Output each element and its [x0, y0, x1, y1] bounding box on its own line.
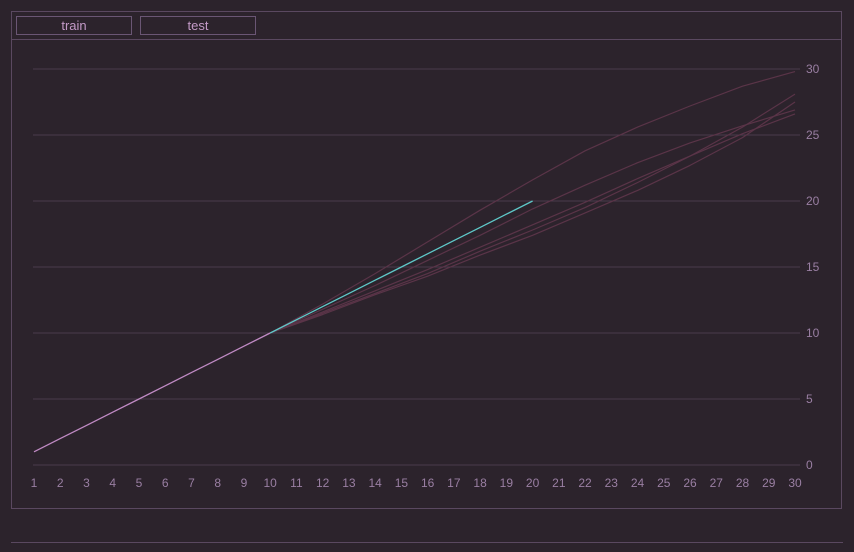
series-line-highlight — [269, 200, 533, 334]
x-tick-label: 21 — [552, 476, 566, 490]
series-line-faint-5 — [269, 93, 796, 334]
y-tick-label: 15 — [806, 260, 820, 274]
x-tick-label: 16 — [421, 476, 435, 490]
faint-series-group — [269, 71, 796, 334]
main-series-group — [33, 200, 533, 453]
y-tick-label: 0 — [806, 458, 813, 472]
x-tick-label: 18 — [473, 476, 487, 490]
x-tick-label: 30 — [788, 476, 802, 490]
series-line-base — [33, 332, 271, 453]
x-tick-label: 27 — [710, 476, 724, 490]
tab-test[interactable]: test — [140, 16, 256, 35]
x-tick-label: 19 — [500, 476, 514, 490]
x-tick-label: 6 — [162, 476, 169, 490]
x-tick-label: 1 — [31, 476, 38, 490]
x-tick-label: 5 — [136, 476, 143, 490]
x-axis-ticks: 1 2 3 4 5 6 7 8 9 10 11 12 13 14 15 16 17 18 19 20 21 22 23 24 2… — [31, 476, 802, 490]
y-tick-label: 20 — [806, 194, 820, 208]
x-tick-label: 28 — [736, 476, 750, 490]
x-tick-label: 10 — [263, 476, 277, 490]
y-tick-label: 25 — [806, 128, 820, 142]
series-line-faint-3 — [269, 109, 796, 334]
x-tick-label: 9 — [241, 476, 248, 490]
x-tick-label: 4 — [109, 476, 116, 490]
y-tick-label: 10 — [806, 326, 820, 340]
x-tick-label: 17 — [447, 476, 461, 490]
x-tick-label: 12 — [316, 476, 330, 490]
series-line-faint-2 — [269, 71, 796, 334]
x-tick-label: 15 — [395, 476, 409, 490]
chart-panel: train test — [11, 11, 842, 509]
y-tick-label: 5 — [806, 392, 813, 406]
series-line-faint-4 — [269, 113, 796, 334]
x-tick-label: 3 — [83, 476, 90, 490]
x-tick-label: 2 — [57, 476, 64, 490]
tab-train[interactable]: train — [16, 16, 132, 35]
x-tick-label: 26 — [683, 476, 697, 490]
series-line-faint-6 — [270, 101, 796, 334]
y-tick-label: 30 — [806, 62, 820, 76]
y-axis-ticks: 0 5 10 15 20 25 30 — [806, 62, 820, 472]
x-tick-label: 25 — [657, 476, 671, 490]
x-tick-label: 29 — [762, 476, 776, 490]
x-tick-label: 14 — [368, 476, 382, 490]
grid-lines — [33, 68, 800, 466]
x-tick-label: 7 — [188, 476, 195, 490]
tab-bar: train test — [12, 12, 841, 40]
x-tick-label: 22 — [578, 476, 592, 490]
x-tick-label: 20 — [526, 476, 540, 490]
bottom-divider — [11, 542, 843, 543]
x-tick-label: 8 — [214, 476, 221, 490]
x-tick-label: 23 — [605, 476, 619, 490]
x-tick-label: 24 — [631, 476, 645, 490]
x-tick-label: 11 — [290, 476, 303, 490]
x-tick-label: 13 — [342, 476, 356, 490]
